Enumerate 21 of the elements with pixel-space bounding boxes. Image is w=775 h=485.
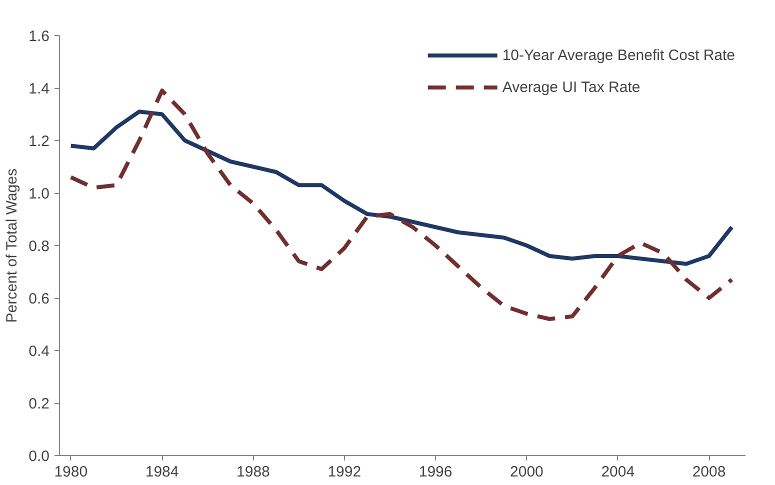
y-tick-label: 1.0	[28, 186, 50, 202]
y-tick-label: 1.6	[28, 28, 50, 45]
y-tick-label: 1.2	[28, 133, 50, 150]
x-tick-label: 2000	[510, 464, 544, 480]
y-tick-label: 0.6	[28, 290, 50, 308]
x-tick-label: 1984	[145, 464, 179, 480]
line-series	[68, 110, 734, 266]
y-tick-label: 0.4	[28, 343, 50, 360]
x-tick-label: 1980	[54, 464, 88, 480]
legend-label: Average UI Tax Rate	[502, 78, 640, 96]
y-tick-label: 0.0	[28, 448, 50, 465]
y-axis-title: Percent of Total Wages	[4, 168, 21, 323]
y-tick-label: 0.8	[28, 238, 50, 255]
x-tick-label: 1992	[328, 464, 362, 480]
x-tick-label: 1988	[236, 464, 270, 480]
x-tick-label: 2008	[692, 464, 726, 480]
legend-label: 10-Year Average Benefit Cost Rate	[502, 46, 735, 64]
x-tick-label: 2004	[601, 464, 635, 480]
y-tick-label: 1.4	[28, 80, 50, 98]
y-tick-label: 0.2	[28, 396, 50, 412]
x-tick-label: 1996	[418, 464, 452, 480]
